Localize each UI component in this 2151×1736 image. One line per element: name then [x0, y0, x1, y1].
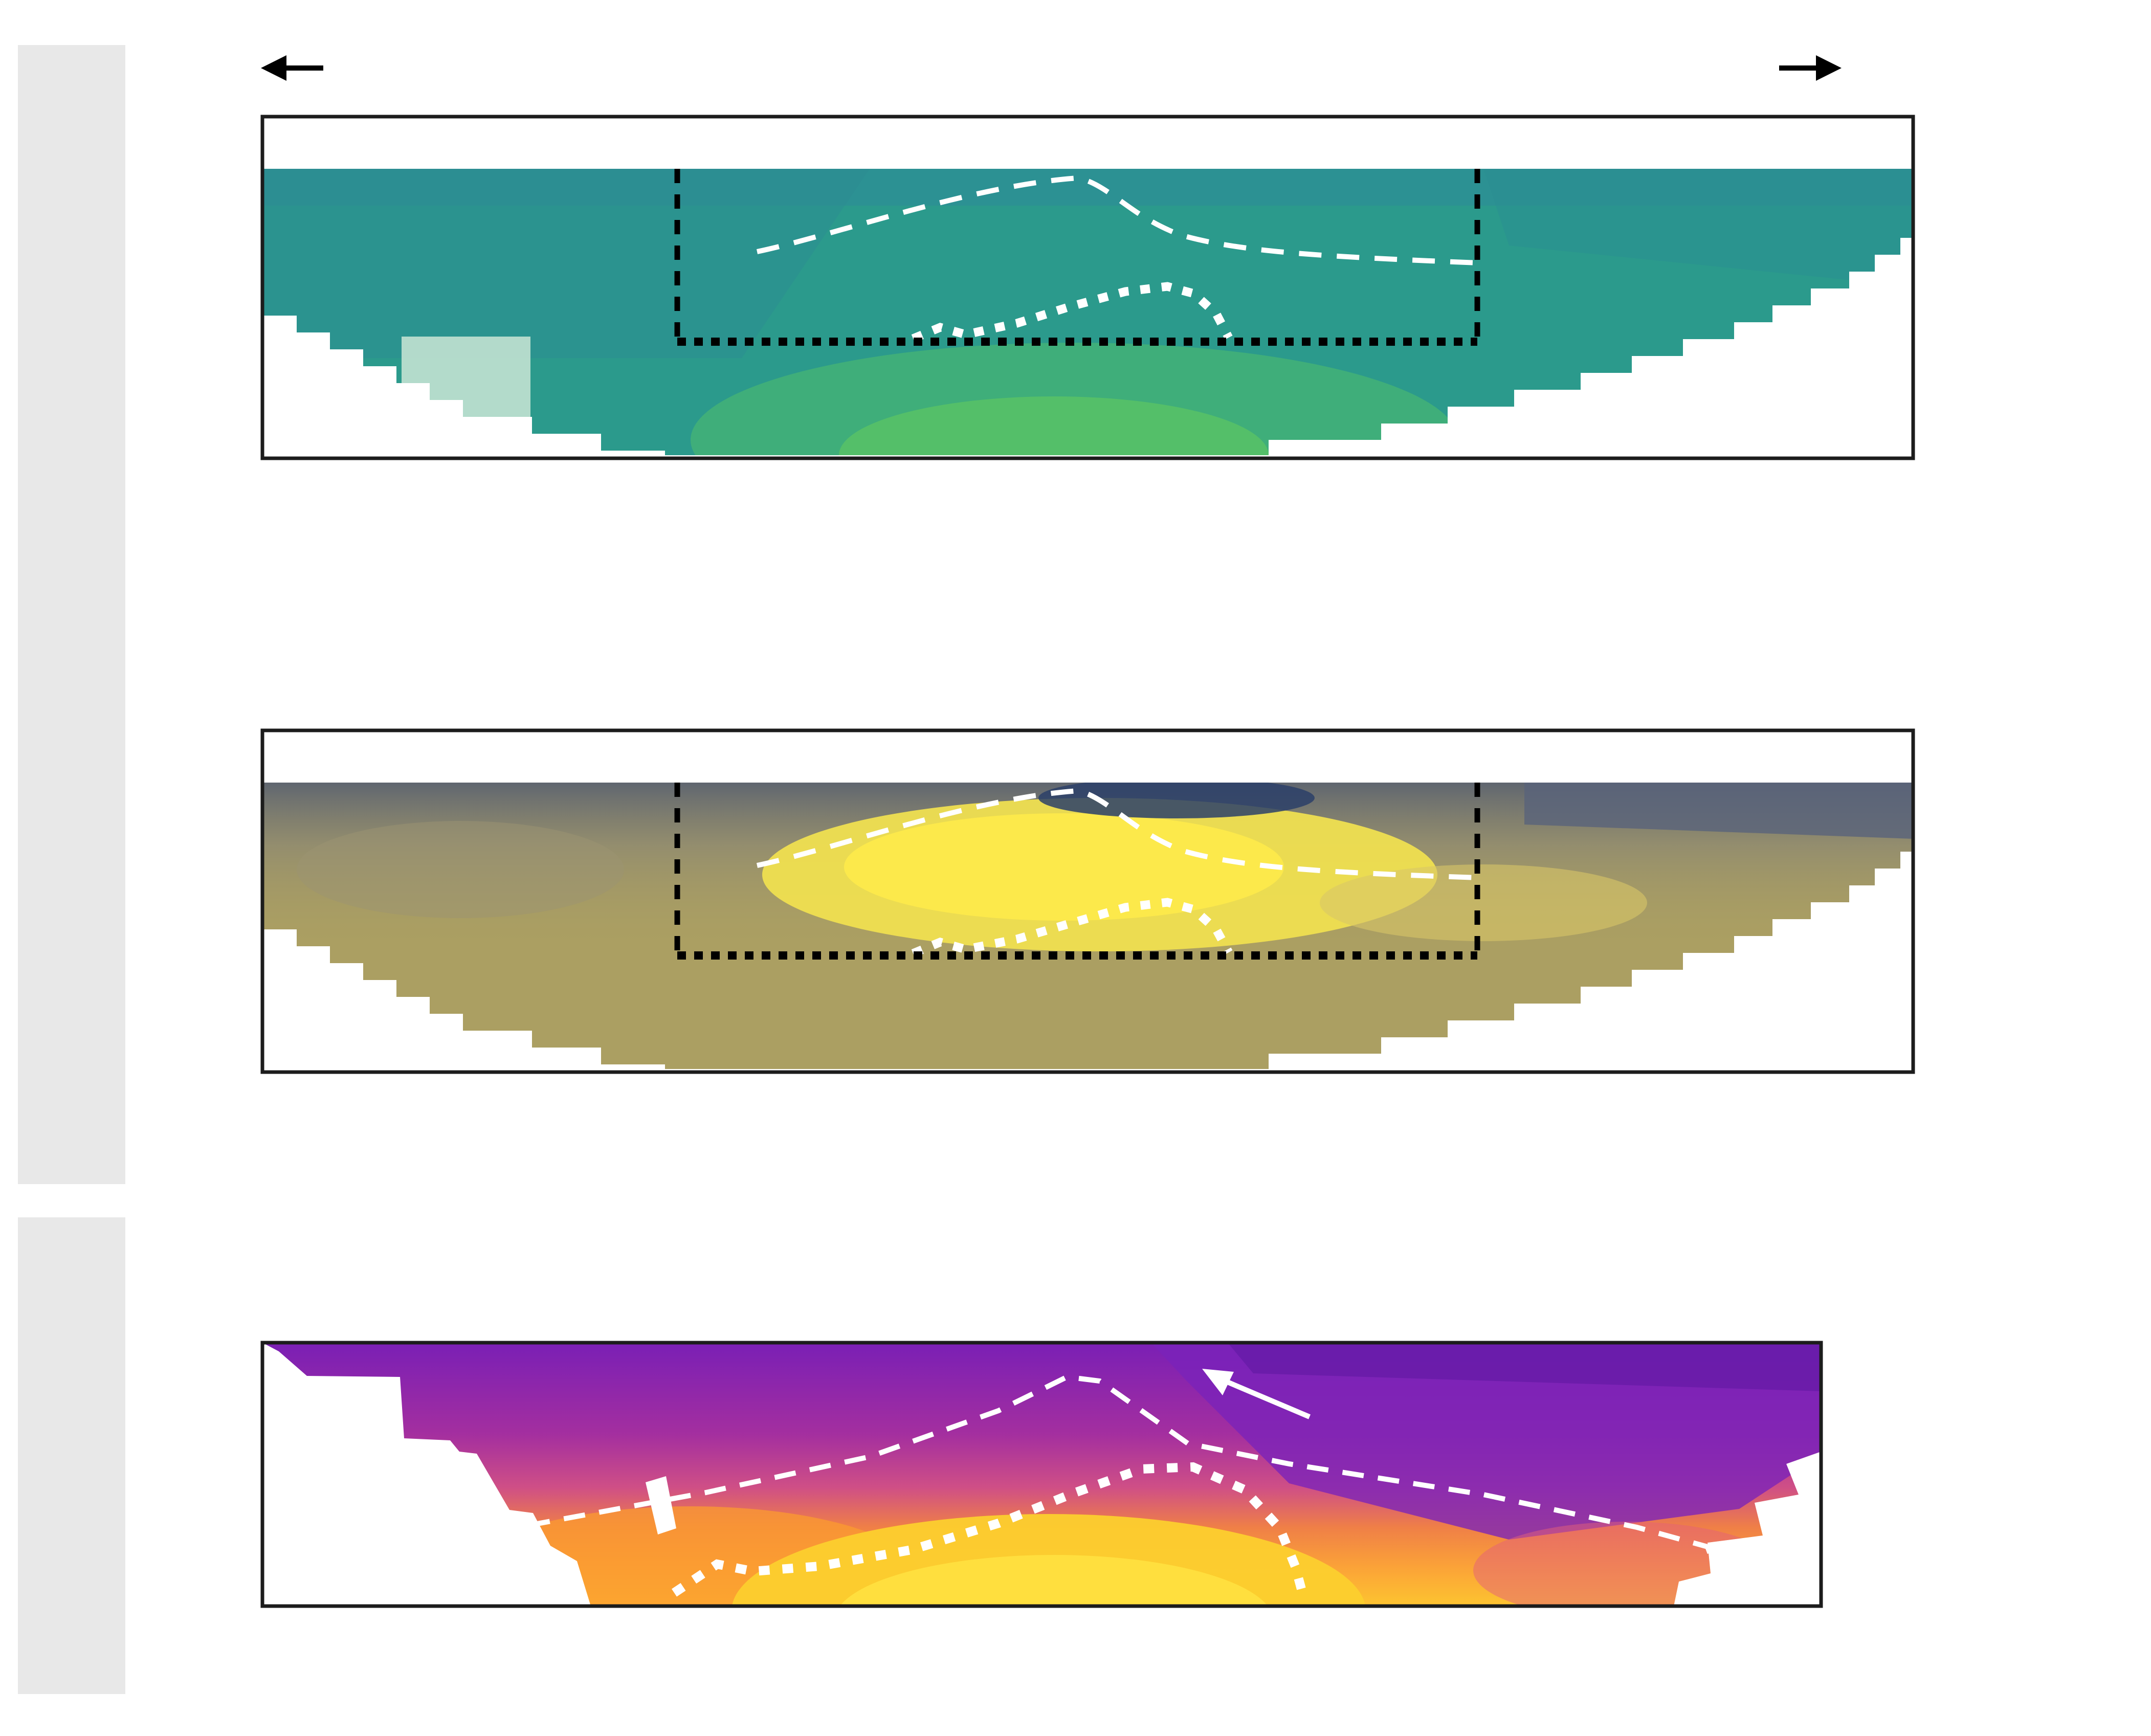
- panel-b-yellow-core: [844, 813, 1284, 921]
- panel-b-navy-patch: [1038, 783, 1315, 818]
- panel-a-section: [262, 169, 1913, 455]
- fig5c-boxes: [674, 169, 1480, 960]
- orientation-arrows: [261, 55, 1842, 81]
- panel-c-purple-lowvel: [1151, 1343, 1821, 1540]
- panel-b-section: [262, 783, 1913, 1069]
- panel-a-darker-right: [1483, 169, 1913, 286]
- panel-a-sediment-base-dashed-line: [756, 175, 1479, 265]
- panel-c-annotations: [1202, 1369, 1311, 1419]
- sidebar-band-tdip: [18, 45, 125, 1184]
- panel-a-frame: [260, 115, 1915, 460]
- panel-b-sediment-base-dashed-line: [756, 788, 1479, 880]
- panel-frames: [260, 115, 1915, 1608]
- panel-c-limestone-core: [834, 1555, 1274, 1606]
- panel-a-low-sensitivity-patch: [402, 337, 530, 429]
- panel-a-green-core: [839, 396, 1269, 455]
- panel-c-frame: [260, 1341, 1823, 1608]
- panel-b-dark-right: [1524, 783, 1913, 839]
- sidebar-band-seismic: [18, 1217, 125, 1694]
- panel-b-gray-left: [297, 821, 624, 918]
- velocity-arrow-shaft: [1224, 1378, 1311, 1419]
- velocity-arrow-icon: [1202, 1369, 1234, 1395]
- interpreted-boundaries: [351, 175, 1717, 1597]
- panel-c-orange-left: [460, 1506, 921, 1606]
- panel-c-limestone-bulge: [731, 1514, 1366, 1606]
- north-arrow-icon: [261, 55, 286, 81]
- panel-a-limestone-top-dotted-line: [911, 282, 1233, 343]
- south-arrow-icon: [1816, 55, 1842, 81]
- panel-b-limestone-top-dotted-line: [911, 898, 1233, 958]
- panel-c-section: [262, 1343, 1821, 1606]
- sidebar: [18, 45, 125, 1694]
- panel-a-darker-left: [262, 169, 870, 358]
- panel-c-indigo-top: [1228, 1343, 1821, 1391]
- panel-c-white-gap: [646, 1476, 676, 1534]
- panel-b-frame: [260, 728, 1915, 1074]
- panel-c-sediment-base-dashed-line: [351, 1374, 1717, 1567]
- panel-b-yellow-tongue: [1320, 864, 1647, 941]
